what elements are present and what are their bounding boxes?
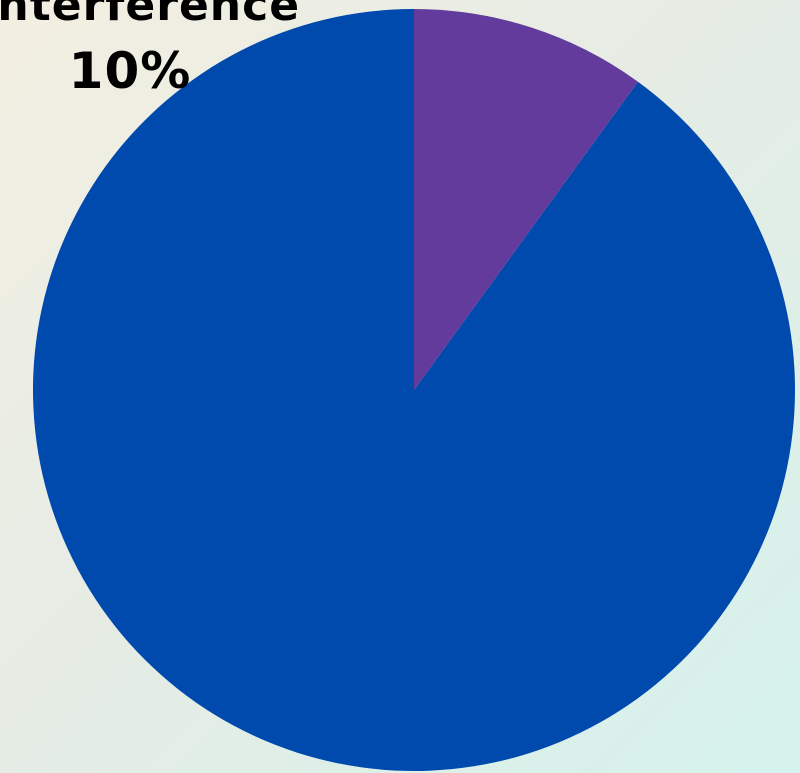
- slice-label-interference: Interference 10%: [0, 0, 299, 100]
- slice-label-value: 10%: [68, 42, 192, 100]
- pie-slice-main: [32, 9, 795, 771]
- pie-slice-interference: [414, 9, 638, 390]
- slice-label-name: Interference: [0, 0, 301, 31]
